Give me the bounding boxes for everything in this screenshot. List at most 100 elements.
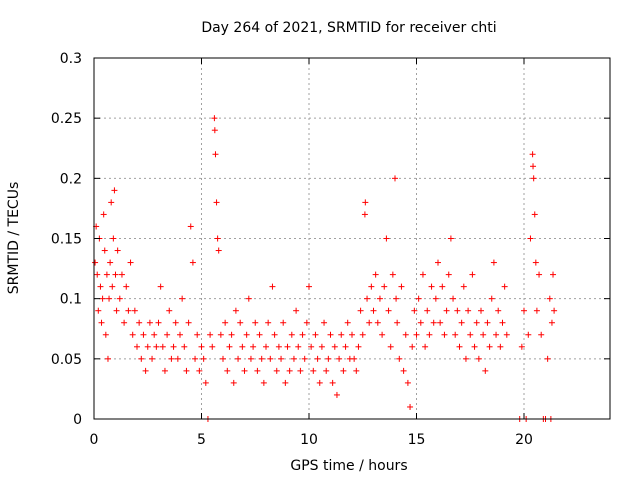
data-point xyxy=(101,247,108,254)
data-point xyxy=(301,355,308,362)
data-point xyxy=(168,355,175,362)
data-point xyxy=(336,355,343,362)
data-point xyxy=(250,343,257,350)
data-point xyxy=(402,331,409,338)
data-point xyxy=(196,367,203,374)
data-point xyxy=(424,307,431,314)
data-point xyxy=(94,271,101,278)
data-point xyxy=(153,343,160,350)
data-point xyxy=(398,283,405,290)
data-point xyxy=(404,379,411,386)
data-point xyxy=(353,367,360,374)
data-point xyxy=(127,259,134,266)
data-point xyxy=(97,283,104,290)
data-point xyxy=(134,343,140,350)
data-point xyxy=(226,343,233,350)
data-point xyxy=(241,367,248,374)
data-point xyxy=(185,319,192,326)
data-point xyxy=(392,175,398,182)
data-point xyxy=(284,343,291,350)
data-point xyxy=(344,319,351,326)
data-point xyxy=(273,367,280,374)
data-point xyxy=(108,199,115,206)
data-point xyxy=(426,331,433,338)
data-point xyxy=(155,319,162,326)
data-point xyxy=(192,355,199,362)
data-point xyxy=(198,343,205,350)
data-point xyxy=(297,367,304,374)
data-point xyxy=(469,271,476,278)
data-point xyxy=(428,283,435,290)
data-point xyxy=(181,343,188,350)
y-tick-label: 0.1 xyxy=(60,292,82,308)
data-point xyxy=(394,319,401,326)
data-point xyxy=(247,355,254,362)
data-point xyxy=(232,307,239,314)
y-tick-label: 0.2 xyxy=(60,171,82,187)
data-point xyxy=(441,331,448,338)
data-point xyxy=(110,235,117,242)
data-point xyxy=(362,199,369,206)
data-point xyxy=(454,307,461,314)
data-point xyxy=(473,319,480,326)
data-point xyxy=(258,355,265,362)
data-point xyxy=(488,295,495,302)
data-point xyxy=(230,379,237,386)
data-points xyxy=(92,115,558,422)
data-point xyxy=(104,355,111,362)
data-point xyxy=(109,283,116,290)
data-point xyxy=(529,151,536,158)
data-point xyxy=(299,331,306,338)
data-point xyxy=(548,319,555,326)
data-point xyxy=(189,259,196,266)
data-point xyxy=(149,355,156,362)
data-point xyxy=(532,259,539,266)
x-tick-label: 20 xyxy=(515,432,533,448)
data-point xyxy=(499,319,506,326)
y-tick-label: 0.25 xyxy=(51,111,82,127)
data-point xyxy=(215,247,222,254)
y-tick-label: 0 xyxy=(73,412,82,428)
data-point xyxy=(331,343,338,350)
data-point xyxy=(490,259,497,266)
data-point xyxy=(355,343,362,350)
data-point xyxy=(314,355,321,362)
data-point xyxy=(116,295,123,302)
x-tick-label: 5 xyxy=(197,432,206,448)
data-point xyxy=(551,307,558,314)
data-point xyxy=(136,319,143,326)
data-point xyxy=(533,307,540,314)
data-point xyxy=(312,331,319,338)
data-point xyxy=(224,367,231,374)
x-tick-label: 10 xyxy=(300,432,318,448)
data-point xyxy=(295,343,302,350)
data-point xyxy=(129,331,136,338)
data-point xyxy=(125,307,132,314)
data-point xyxy=(286,367,293,374)
data-point xyxy=(278,355,285,362)
data-point xyxy=(361,211,368,218)
data-point xyxy=(503,331,510,338)
data-point xyxy=(518,343,525,350)
data-point xyxy=(456,343,463,350)
data-point xyxy=(164,331,171,338)
data-point xyxy=(187,223,194,230)
data-point xyxy=(407,403,414,410)
data-point xyxy=(282,379,289,386)
data-point xyxy=(443,307,450,314)
data-point xyxy=(501,283,508,290)
data-point xyxy=(439,283,446,290)
data-point xyxy=(202,379,209,386)
data-point xyxy=(280,319,287,326)
data-point xyxy=(293,307,300,314)
data-point xyxy=(413,331,420,338)
data-point xyxy=(303,319,310,326)
data-point xyxy=(387,343,394,350)
data-point xyxy=(550,271,557,278)
data-point xyxy=(372,271,379,278)
data-point xyxy=(389,271,396,278)
data-point xyxy=(419,271,426,278)
x-tick-label: 0 xyxy=(90,432,99,448)
data-point xyxy=(252,319,259,326)
